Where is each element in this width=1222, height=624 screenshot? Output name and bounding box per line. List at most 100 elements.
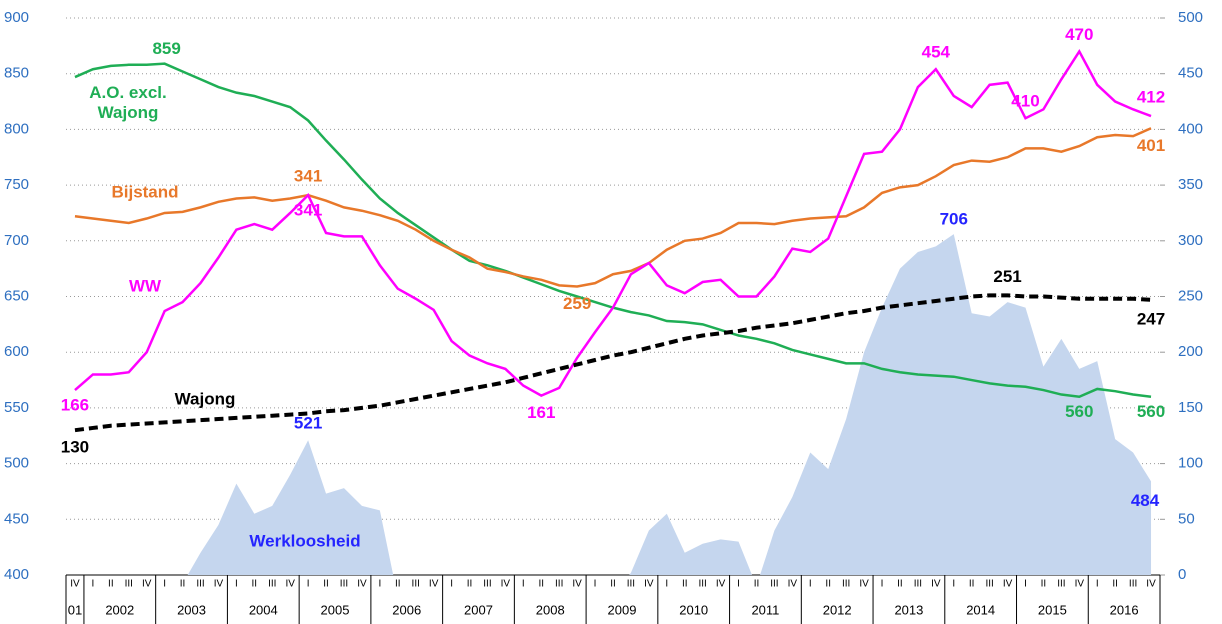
quarter-label: I xyxy=(881,579,884,590)
y2-tick-label: 0 xyxy=(1178,566,1186,583)
data-label: 706 xyxy=(940,210,968,229)
year-label: 2015 xyxy=(1038,602,1067,617)
quarter-label: III xyxy=(1057,579,1065,590)
y-tick-label: 450 xyxy=(4,510,29,527)
data-label: 161 xyxy=(527,403,555,422)
quarter-label: III xyxy=(125,579,133,590)
data-label: 247 xyxy=(1137,309,1165,328)
year-label: 2008 xyxy=(536,602,565,617)
year-label: 2002 xyxy=(105,602,134,617)
data-label: 412 xyxy=(1137,88,1165,107)
y2-tick-label: 200 xyxy=(1178,343,1203,360)
quarter-label: III xyxy=(483,579,491,590)
quarter-label: IV xyxy=(716,579,726,590)
quarter-label: II xyxy=(754,579,760,590)
year-label: 2004 xyxy=(249,602,278,617)
data-label: 251 xyxy=(993,267,1021,286)
y2-tick-label: 250 xyxy=(1178,287,1203,304)
quarter-label: I xyxy=(1096,579,1099,590)
quarter-label: IV xyxy=(859,579,869,590)
quarter-label: II xyxy=(467,579,473,590)
quarter-label: I xyxy=(450,579,453,590)
y2-tick-label: 400 xyxy=(1178,120,1203,137)
y2-tick-label: 350 xyxy=(1178,176,1203,193)
quarter-label: IV xyxy=(501,579,511,590)
quarter-label: IV xyxy=(214,579,224,590)
series-line xyxy=(74,127,1152,288)
quarter-label: III xyxy=(985,579,993,590)
quarter-label: I xyxy=(594,579,597,590)
data-label: 859 xyxy=(152,39,180,58)
data-label: 410 xyxy=(1011,92,1039,111)
year-label: 01 xyxy=(68,602,82,617)
quarter-label: IV xyxy=(429,579,439,590)
y2-tick-label: 450 xyxy=(1178,65,1203,82)
quarter-label: III xyxy=(555,579,563,590)
y-tick-label: 750 xyxy=(4,176,29,193)
quarter-label: III xyxy=(914,579,922,590)
quarter-label: II xyxy=(682,579,688,590)
year-label: 2016 xyxy=(1110,602,1139,617)
quarter-label: II xyxy=(897,579,903,590)
data-label: 341 xyxy=(294,167,322,186)
y-tick-label: 550 xyxy=(4,399,29,416)
year-label: 2003 xyxy=(177,602,206,617)
quarter-label: III xyxy=(340,579,348,590)
quarter-label: I xyxy=(378,579,381,590)
quarter-label: II xyxy=(252,579,258,590)
y2-tick-label: 150 xyxy=(1178,399,1203,416)
quarter-label: I xyxy=(92,579,95,590)
quarter-label: II xyxy=(1041,579,1047,590)
year-label: 2006 xyxy=(392,602,421,617)
quarter-label: IV xyxy=(142,579,152,590)
y-tick-label: 400 xyxy=(4,566,29,583)
quarter-label: II xyxy=(108,579,114,590)
y-tick-label: 700 xyxy=(4,232,29,249)
y-tick-label: 650 xyxy=(4,287,29,304)
series-name: Wajong xyxy=(175,389,236,408)
quarter-label: IV xyxy=(357,579,367,590)
quarter-label: IV xyxy=(1146,579,1156,590)
y2-tick-label: 100 xyxy=(1178,455,1203,472)
quarter-label: III xyxy=(268,579,276,590)
quarter-label: IV xyxy=(572,579,582,590)
year-label: 2010 xyxy=(679,602,708,617)
quarter-label: III xyxy=(627,579,635,590)
data-label: 130 xyxy=(61,438,89,457)
data-label: 401 xyxy=(1137,136,1165,155)
quarter-label: II xyxy=(180,579,186,590)
series-name: WW xyxy=(129,276,162,295)
y2-tick-label: 50 xyxy=(1178,510,1195,527)
year-label: 2011 xyxy=(751,602,779,617)
quarter-label: II xyxy=(395,579,401,590)
series-line xyxy=(74,48,1152,398)
series-name-line: Wajong xyxy=(98,103,159,122)
data-label: 484 xyxy=(1131,491,1160,510)
quarter-label: II xyxy=(969,579,975,590)
quarter-label: IV xyxy=(1003,579,1013,590)
year-label: 2009 xyxy=(608,602,637,617)
data-label: 521 xyxy=(294,414,322,433)
area xyxy=(74,234,1152,575)
series-name-line: A.O. excl. xyxy=(89,83,166,102)
year-label: 2007 xyxy=(464,602,493,617)
quarter-label: I xyxy=(522,579,525,590)
quarter-label: IV xyxy=(285,579,295,590)
quarter-label: II xyxy=(610,579,616,590)
quarter-label: II xyxy=(1112,579,1118,590)
year-label: 2005 xyxy=(321,602,350,617)
quarter-label: I xyxy=(163,579,166,590)
data-label: 259 xyxy=(563,294,591,313)
y-tick-label: 600 xyxy=(4,343,29,360)
quarter-label: III xyxy=(1129,579,1137,590)
quarter-label: II xyxy=(825,579,831,590)
quarter-label: I xyxy=(1024,579,1027,590)
quarter-label: I xyxy=(809,579,812,590)
quarter-label: IV xyxy=(931,579,941,590)
quarter-label: III xyxy=(196,579,204,590)
year-label: 2014 xyxy=(966,602,995,617)
quarter-label: IV xyxy=(644,579,654,590)
quarter-label: III xyxy=(770,579,778,590)
